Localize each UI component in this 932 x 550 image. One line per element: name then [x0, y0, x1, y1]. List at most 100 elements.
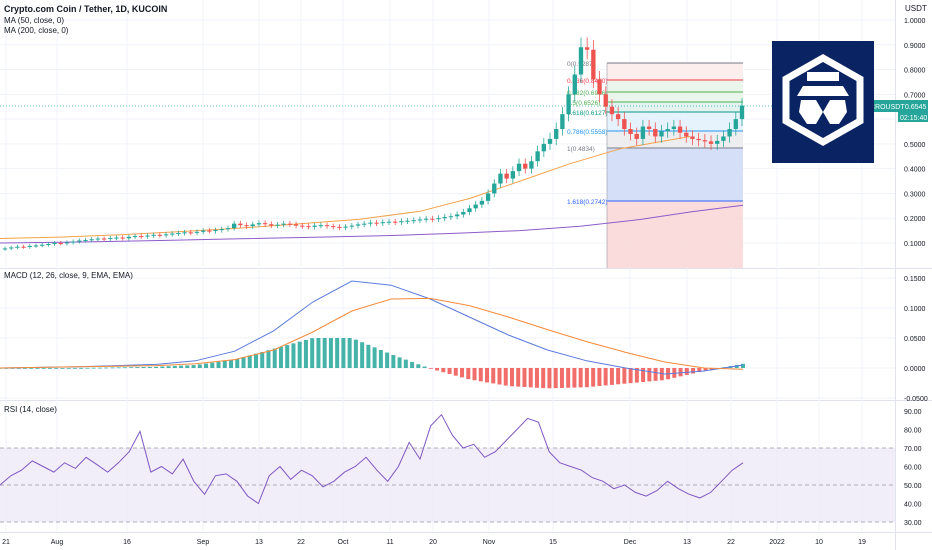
- time-tick-label: Oct: [338, 539, 349, 546]
- candle: [665, 129, 670, 132]
- candle: [120, 237, 125, 239]
- macd-histogram-bar: [591, 368, 596, 387]
- candle: [399, 221, 404, 223]
- candle: [27, 245, 32, 247]
- macd-histogram-bar: [166, 366, 171, 368]
- price-tick-label: 0.4000: [904, 167, 926, 174]
- macd-histogram-bar: [441, 368, 446, 373]
- price-tick-label: 0.7000: [904, 92, 926, 99]
- logo-right-shield: [823, 100, 847, 124]
- fib-level-label: 1(0.4834): [567, 146, 595, 153]
- candle: [585, 47, 590, 50]
- candle: [622, 119, 627, 130]
- candle: [591, 49, 596, 80]
- macd-histogram-bar: [10, 368, 15, 369]
- candle: [461, 212, 466, 215]
- candle: [733, 119, 738, 130]
- macd-histogram-bar: [104, 367, 109, 369]
- candle: [492, 183, 497, 194]
- time-tick-label: 10: [815, 539, 823, 546]
- candle: [170, 233, 175, 235]
- candle: [318, 225, 324, 227]
- candle: [250, 224, 255, 227]
- macd-histogram-bar: [229, 360, 234, 368]
- macd-histogram-bar: [122, 367, 127, 369]
- macd-histogram-bar: [222, 360, 227, 368]
- time-tick-label: 20: [429, 539, 437, 546]
- ma200-label: MA (200, close, 0): [4, 26, 69, 35]
- macd-histogram-bar: [378, 349, 383, 368]
- macd-histogram-bar: [603, 368, 608, 386]
- macd-histogram-bar: [553, 368, 558, 389]
- candle: [504, 173, 509, 179]
- macd-histogram-bar: [347, 338, 352, 368]
- candle: [529, 161, 534, 169]
- candle: [306, 226, 311, 228]
- candle: [454, 214, 460, 217]
- countdown-tag-bg: [898, 112, 928, 122]
- candle: [393, 221, 398, 223]
- macd-histogram-bar: [416, 364, 421, 368]
- macd-histogram-bar: [316, 338, 321, 368]
- time-tick-label: Sep: [197, 539, 210, 546]
- macd-histogram-bar: [79, 367, 84, 369]
- candle: [238, 223, 243, 226]
- candle: [219, 229, 224, 231]
- macd-histogram-bar: [509, 368, 514, 387]
- macd-histogram-bar: [216, 361, 221, 368]
- macd-histogram-bar: [497, 368, 502, 385]
- macd-histogram-bar: [691, 368, 696, 374]
- rsi-tick-label: 60.00: [904, 465, 922, 472]
- candle: [485, 193, 491, 201]
- macd-histogram-bar: [491, 368, 496, 384]
- candle: [423, 218, 429, 220]
- candle: [287, 223, 293, 225]
- candle: [535, 151, 540, 162]
- fib-zone: [607, 112, 743, 131]
- price-tick-label: 0.1000: [904, 241, 926, 248]
- candle: [554, 129, 559, 139]
- candle: [108, 238, 113, 240]
- price-tick-label: 0.2000: [904, 216, 926, 223]
- candle: [578, 47, 584, 75]
- candle: [727, 129, 732, 137]
- candle: [256, 223, 262, 225]
- macd-histogram-bar: [179, 365, 184, 368]
- candle: [541, 143, 546, 152]
- candle: [708, 141, 714, 144]
- time-tick-label: Aug: [51, 539, 64, 546]
- macd-histogram-bar: [472, 368, 477, 381]
- macd-histogram-bar: [241, 357, 246, 368]
- time-tick-label: 16: [123, 539, 131, 546]
- macd-histogram-bar: [366, 344, 371, 368]
- crypto-com-logo: [772, 41, 874, 163]
- logo-brim: [797, 86, 849, 96]
- candle: [52, 243, 57, 244]
- fib-zone: [607, 80, 743, 92]
- candle: [702, 140, 708, 142]
- candle: [523, 163, 528, 169]
- price-tick-label: 0.5000: [904, 142, 926, 149]
- candle: [2, 248, 8, 250]
- candle: [603, 94, 608, 107]
- price-tag: CROUSDT 0.6545 02:15:40: [868, 100, 928, 122]
- candle: [15, 246, 20, 248]
- candle: [300, 225, 305, 227]
- candle: [572, 74, 577, 95]
- symbol-tag: CROUSDT: [870, 104, 905, 111]
- candle: [430, 218, 435, 220]
- candle: [659, 131, 664, 137]
- candle: [132, 236, 138, 238]
- macd-histogram-bar: [328, 338, 333, 368]
- candle: [355, 224, 361, 226]
- candle: [411, 220, 416, 222]
- candle: [671, 126, 677, 130]
- rsi-label: RSI (14, close): [4, 405, 57, 414]
- candle: [448, 216, 454, 218]
- fib-level-label: 0.382(0.6936): [567, 90, 607, 97]
- macd-histogram-bar: [72, 368, 77, 369]
- macd-histogram-bar: [266, 350, 271, 368]
- macd-histogram-bar: [697, 368, 702, 373]
